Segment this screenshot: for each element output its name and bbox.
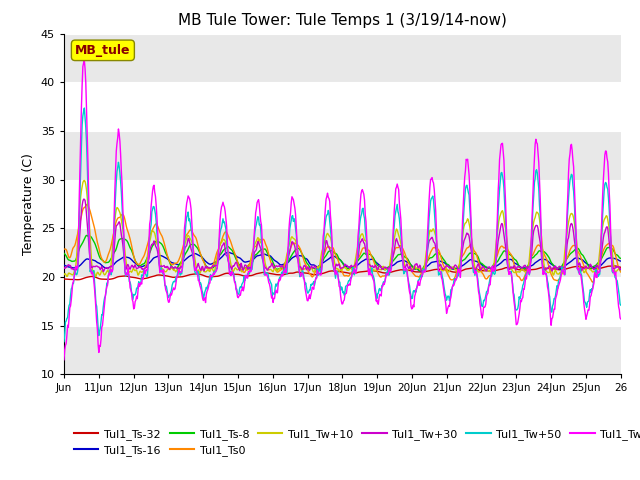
Title: MB Tule Tower: Tule Temps 1 (3/19/14-now): MB Tule Tower: Tule Temps 1 (3/19/14-now…	[178, 13, 507, 28]
Bar	[64, 131, 621, 180]
Bar	[64, 34, 621, 82]
Bar	[64, 180, 621, 228]
Text: MB_tule: MB_tule	[75, 44, 131, 57]
Bar	[64, 82, 621, 131]
Legend: Tul1_Ts-32, Tul1_Ts-16, Tul1_Ts-8, Tul1_Ts0, Tul1_Tw+10, Tul1_Tw+30, Tul1_Tw+50,: Tul1_Ts-32, Tul1_Ts-16, Tul1_Ts-8, Tul1_…	[70, 424, 640, 460]
Bar	[64, 228, 621, 277]
Bar	[64, 277, 621, 326]
Bar	[64, 326, 621, 374]
Y-axis label: Temperature (C): Temperature (C)	[22, 153, 35, 255]
